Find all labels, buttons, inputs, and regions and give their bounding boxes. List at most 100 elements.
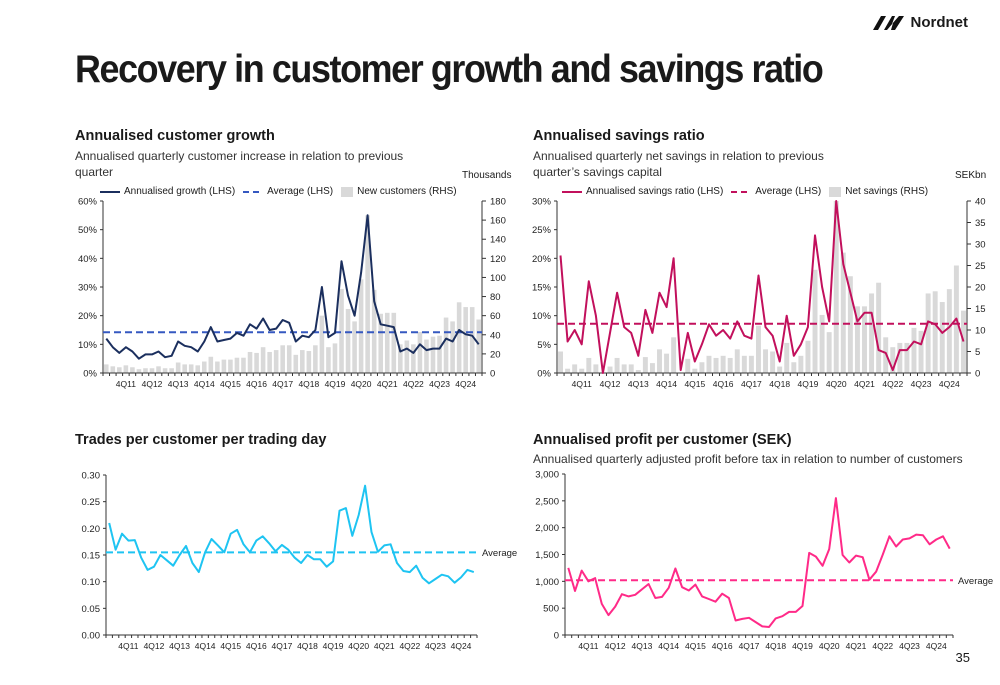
series-line bbox=[108, 484, 475, 585]
bar bbox=[456, 302, 462, 373]
average-label: Average bbox=[482, 548, 517, 559]
left-tick-label: 500 bbox=[543, 604, 559, 615]
bar bbox=[404, 340, 410, 373]
bar bbox=[904, 342, 910, 373]
left-tick-label: 1,000 bbox=[535, 577, 559, 588]
series-line bbox=[559, 200, 965, 374]
chart2-legend: Annualised savings ratio (LHS) Average (… bbox=[562, 186, 936, 198]
bar bbox=[685, 358, 691, 373]
bar bbox=[417, 331, 423, 373]
bar bbox=[890, 347, 896, 373]
left-tick-label: 1,500 bbox=[535, 550, 559, 561]
bar bbox=[156, 366, 161, 373]
x-tick-label: 4Q13 bbox=[169, 641, 190, 651]
bar bbox=[699, 362, 705, 373]
x-tick-label: 4Q11 bbox=[572, 379, 592, 389]
x-tick-label: 4Q17 bbox=[272, 379, 293, 389]
x-tick-label: 4Q19 bbox=[798, 379, 819, 389]
bar bbox=[918, 330, 924, 373]
bar bbox=[391, 312, 397, 373]
bar bbox=[267, 351, 272, 373]
chart-1: 0 20 40 60 80 100 120 140 160 180 0% 10% 20% 30% 40% 50… bbox=[78, 197, 506, 390]
bar bbox=[558, 351, 564, 373]
left-tick-label: 0.25 bbox=[82, 497, 101, 508]
x-tick-label: 4Q21 bbox=[854, 379, 875, 389]
bar bbox=[463, 307, 468, 373]
logo-text: Nordnet bbox=[910, 14, 969, 31]
bar bbox=[424, 339, 429, 373]
bar bbox=[692, 368, 698, 373]
bar bbox=[911, 327, 917, 373]
bar bbox=[727, 357, 733, 373]
left-tick-label: 0.15 bbox=[82, 551, 101, 562]
left-tick-label: 0.20 bbox=[82, 524, 101, 535]
right-tick-label: 20 bbox=[490, 349, 501, 360]
bar bbox=[188, 364, 194, 373]
right-tick-label: 60 bbox=[490, 311, 501, 322]
legend-item: Average (LHS) bbox=[243, 186, 333, 198]
x-tick-label: 4Q17 bbox=[739, 641, 760, 651]
x-tick-label: 4Q17 bbox=[272, 641, 293, 651]
x-tick-label: 4Q24 bbox=[926, 641, 947, 651]
chart-2: 0 5 10 15 20 25 30 35 40 0% 5% 10% 15% 20% 25% 30% 4Q11 4… bbox=[532, 197, 986, 390]
bar bbox=[110, 366, 116, 373]
bar bbox=[755, 325, 761, 373]
legend-label: Average (LHS) bbox=[267, 186, 334, 197]
right-tick-label: 140 bbox=[490, 235, 506, 246]
bar bbox=[450, 321, 455, 373]
x-tick-label: 4Q12 bbox=[142, 379, 163, 389]
bar bbox=[642, 357, 648, 373]
x-tick-label: 4Q13 bbox=[168, 379, 189, 389]
bar bbox=[358, 279, 364, 373]
bar bbox=[326, 347, 331, 373]
bar bbox=[854, 306, 860, 373]
x-tick-label: 4Q24 bbox=[939, 379, 960, 389]
x-tick-label: 4Q11 bbox=[578, 641, 598, 651]
bar bbox=[777, 366, 783, 373]
bar bbox=[123, 365, 129, 373]
x-tick-label: 4Q14 bbox=[194, 379, 215, 389]
right-tick-label: 100 bbox=[490, 273, 506, 284]
bar bbox=[411, 344, 416, 373]
bar bbox=[339, 288, 344, 373]
bar bbox=[293, 354, 299, 373]
bar bbox=[812, 269, 818, 373]
x-tick-label: 4Q19 bbox=[325, 379, 346, 389]
right-tick-label: 40 bbox=[975, 197, 986, 208]
legend-label: Annualised savings ratio (LHS) bbox=[586, 186, 724, 197]
legend-label: Annualised growth (LHS) bbox=[124, 186, 236, 197]
right-tick-label: 0 bbox=[490, 369, 495, 380]
bar bbox=[306, 351, 312, 373]
right-tick-label: 25 bbox=[975, 261, 986, 272]
x-tick-label: 4Q20 bbox=[826, 379, 847, 389]
x-tick-label: 4Q17 bbox=[741, 379, 762, 389]
bar bbox=[332, 343, 338, 373]
chart4-subtitle: Annualised quarterly adjusted profit bef… bbox=[533, 452, 963, 466]
bar bbox=[862, 306, 867, 373]
nordnet-logo-icon bbox=[872, 15, 904, 30]
bar bbox=[365, 215, 370, 373]
left-tick-label: 2,500 bbox=[535, 496, 559, 507]
page-number: 35 bbox=[955, 650, 970, 665]
x-tick-label: 4Q24 bbox=[455, 379, 476, 389]
right-tick-label: 80 bbox=[490, 292, 501, 303]
x-tick-label: 4Q21 bbox=[374, 641, 395, 651]
bar bbox=[621, 364, 627, 373]
bar bbox=[649, 363, 655, 373]
left-tick-label: 0% bbox=[537, 369, 551, 380]
left-tick-label: 25% bbox=[532, 225, 552, 236]
left-tick-label: 0.30 bbox=[82, 471, 101, 482]
left-tick-label: 3,000 bbox=[535, 470, 559, 481]
x-tick-label: 4Q11 bbox=[118, 641, 138, 651]
bar bbox=[208, 356, 214, 373]
right-tick-label: 40 bbox=[490, 330, 501, 341]
x-tick-label: 4Q20 bbox=[351, 379, 372, 389]
bar bbox=[175, 362, 181, 373]
bar bbox=[313, 345, 318, 373]
bar bbox=[149, 368, 155, 373]
x-tick-label: 4Q22 bbox=[882, 379, 903, 389]
bar bbox=[195, 365, 201, 373]
bar bbox=[671, 337, 677, 373]
bar bbox=[664, 353, 670, 373]
bar bbox=[371, 289, 377, 373]
